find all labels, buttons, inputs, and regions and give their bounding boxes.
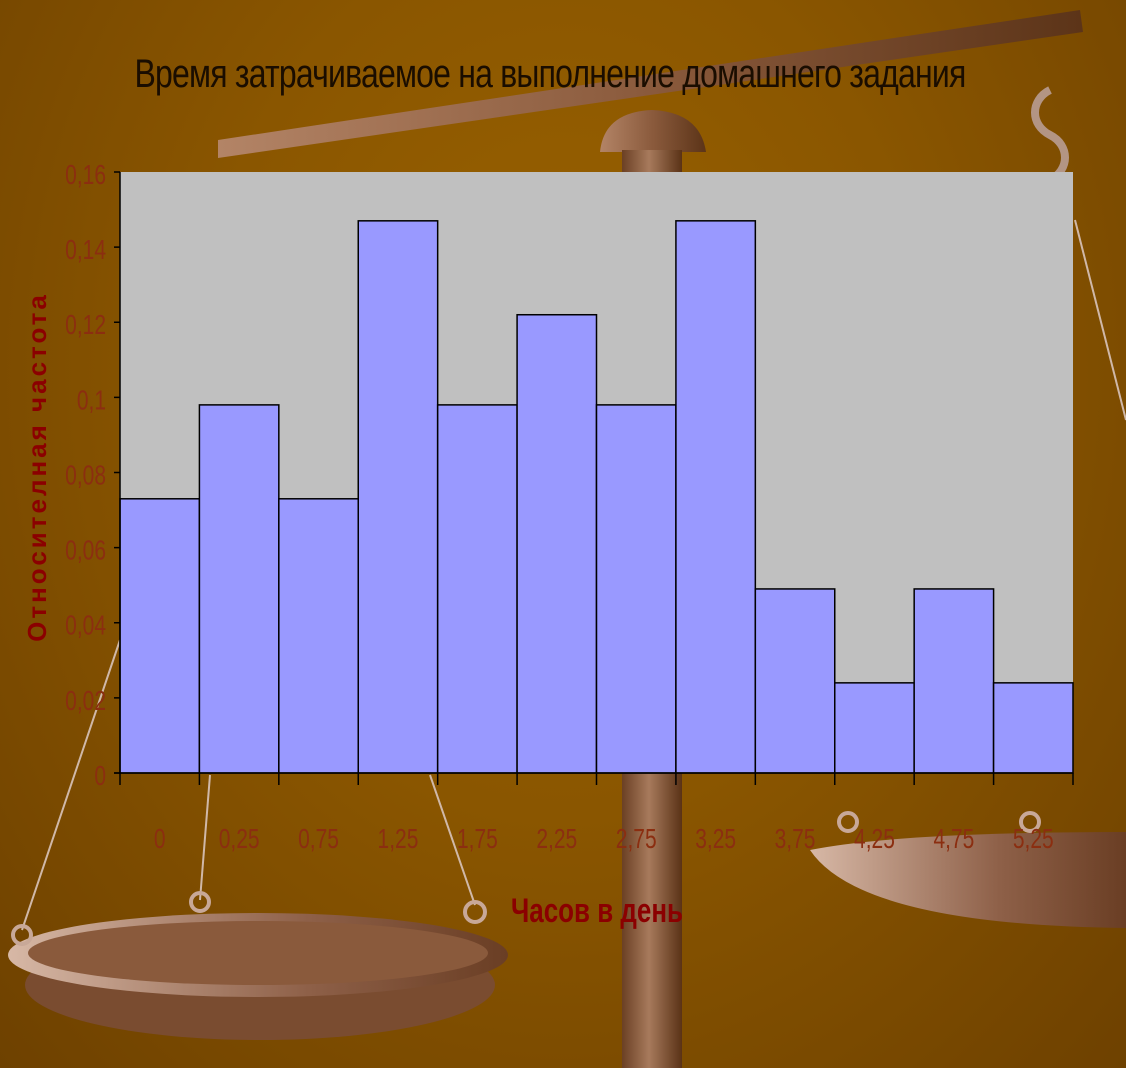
y-tick-label: 0,1 <box>77 386 106 417</box>
x-tick-label: 2,25 <box>536 824 577 855</box>
y-tick-label: 0,06 <box>65 536 106 567</box>
x-tick-label: 5,25 <box>1013 824 1054 855</box>
scale-string <box>429 774 476 906</box>
bar-3,75 <box>754 588 836 774</box>
bar-1,25 <box>357 220 439 774</box>
left-scale-pan-inner <box>28 921 488 985</box>
right-scale-pan <box>810 832 1126 928</box>
pan-ring <box>837 811 859 833</box>
x-tick-label: 0,75 <box>298 824 339 855</box>
x-tick-label: 1,25 <box>378 824 419 855</box>
bar-3,25 <box>675 220 757 774</box>
bar-5,25 <box>992 682 1074 774</box>
y-tick-label: 0,16 <box>65 160 106 191</box>
y-tick-label: 0,12 <box>65 310 106 341</box>
x-tick-label: 0 <box>154 824 166 855</box>
x-axis-title: Часов в день <box>511 892 683 930</box>
x-tick-label: 0,25 <box>219 824 260 855</box>
y-tick-label: 0 <box>94 761 106 792</box>
y-tick-label: 0,04 <box>65 611 106 642</box>
bar-1,75 <box>436 404 518 774</box>
x-tick-label: 3,25 <box>695 824 736 855</box>
bar-0,25 <box>198 404 280 774</box>
bar-2,75 <box>595 404 677 774</box>
chart-title: Время затрачиваемое на выполнение домашн… <box>134 52 967 96</box>
x-tick-label: 3,75 <box>775 824 816 855</box>
pan-ring <box>11 924 33 946</box>
x-tick-label: 4,75 <box>933 824 974 855</box>
scale-string <box>21 639 121 931</box>
bar-0 <box>119 498 201 774</box>
scale-chain-ring <box>1031 86 1069 184</box>
y-tick-label: 0,02 <box>65 686 106 717</box>
x-tick-label: 1,75 <box>457 824 498 855</box>
y-tick-label: 0,08 <box>65 461 106 492</box>
scale-string <box>1074 219 1126 421</box>
scale-pivot <box>600 110 706 152</box>
scale-string <box>199 774 211 901</box>
pan-ring <box>189 891 211 913</box>
y-tick-label: 0,14 <box>65 235 106 266</box>
y-axis-title: Относителная частота <box>22 292 52 642</box>
scale-beam <box>218 10 1083 158</box>
bar-4,75 <box>913 588 995 774</box>
pan-ring <box>463 900 487 924</box>
bar-4,25 <box>834 682 915 774</box>
x-tick-label: 2,75 <box>616 824 657 855</box>
bar-0,75 <box>278 498 360 774</box>
bar-2,25 <box>516 313 598 774</box>
x-tick-label: 4,25 <box>854 824 895 855</box>
pan-ring <box>1019 811 1041 833</box>
